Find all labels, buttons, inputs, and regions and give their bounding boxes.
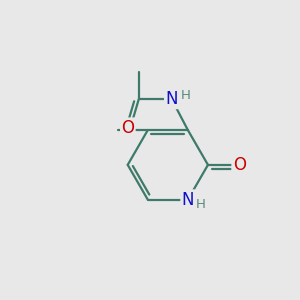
Text: H: H bbox=[181, 89, 191, 102]
Text: O: O bbox=[233, 156, 246, 174]
Text: N: N bbox=[165, 90, 178, 108]
Text: O: O bbox=[122, 119, 134, 137]
Text: H: H bbox=[195, 199, 205, 212]
Text: N: N bbox=[182, 190, 194, 208]
